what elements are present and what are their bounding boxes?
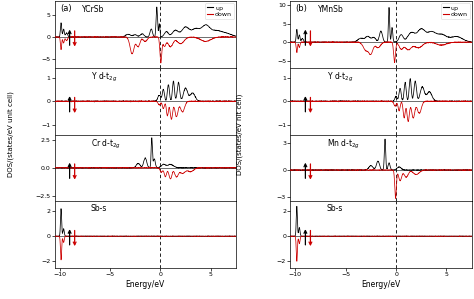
Text: Y d-t$_{2g}$: Y d-t$_{2g}$ bbox=[327, 71, 353, 84]
X-axis label: Energy/eV: Energy/eV bbox=[126, 280, 165, 289]
Legend: up, down: up, down bbox=[441, 3, 470, 19]
Text: (b): (b) bbox=[296, 4, 308, 13]
Legend: up, down: up, down bbox=[205, 3, 234, 19]
Text: Cr d-t$_{2g}$: Cr d-t$_{2g}$ bbox=[91, 138, 121, 151]
Text: DOS/(states/eV nit cell): DOS/(states/eV nit cell) bbox=[236, 94, 243, 175]
Text: Sb-s: Sb-s bbox=[327, 205, 343, 213]
Text: YCrSb: YCrSb bbox=[82, 5, 104, 14]
Text: YMnSb: YMnSb bbox=[318, 5, 343, 14]
Text: Mn d-t$_{2g}$: Mn d-t$_{2g}$ bbox=[327, 138, 360, 151]
X-axis label: Energy/eV: Energy/eV bbox=[361, 280, 401, 289]
Text: DOS/(states/eV unit cell): DOS/(states/eV unit cell) bbox=[7, 91, 14, 178]
Text: (a): (a) bbox=[60, 4, 72, 13]
Text: Sb-s: Sb-s bbox=[91, 205, 107, 213]
Text: Y d-t$_{2g}$: Y d-t$_{2g}$ bbox=[91, 71, 117, 84]
